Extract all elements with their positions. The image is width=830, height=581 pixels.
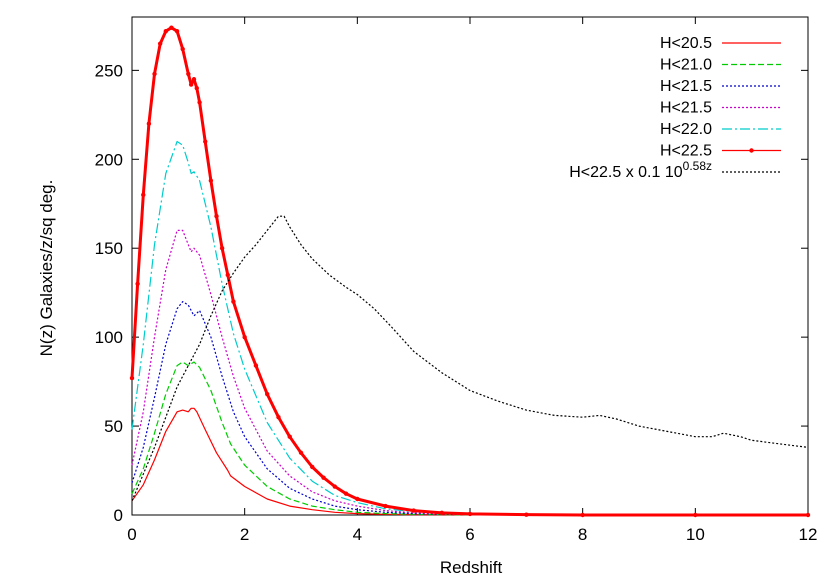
x-tick-label: 12 xyxy=(799,525,818,544)
series-line-2-h-21-0 xyxy=(131,361,808,516)
series-point xyxy=(332,484,337,489)
y-tick-label: 0 xyxy=(114,506,123,525)
series-point xyxy=(174,29,180,34)
legend-label-6: H<22.5 xyxy=(660,143,712,160)
y-axis-label: N(z) Galaxies/z/sq deg. xyxy=(37,180,56,357)
legend-label-1: H<20.5 xyxy=(660,35,712,52)
series-point xyxy=(242,334,247,340)
x-tick-label: 8 xyxy=(578,525,587,544)
series-point xyxy=(146,121,152,126)
series-point xyxy=(135,281,140,286)
series-point xyxy=(141,192,146,198)
series-point xyxy=(411,508,416,513)
series-point xyxy=(439,510,445,516)
series-point xyxy=(805,512,811,518)
series-point xyxy=(208,178,214,183)
series-point xyxy=(321,475,326,480)
series-point xyxy=(188,82,194,87)
legend-label-7: H<22.5 x 0.1 100.58z xyxy=(569,159,712,181)
series-point xyxy=(186,71,191,77)
x-tick-label: 2 xyxy=(240,525,249,544)
series-point xyxy=(383,503,388,509)
series-point xyxy=(194,85,199,91)
legend-label-3: H<21.5 xyxy=(660,78,712,95)
x-tick-label: 0 xyxy=(127,525,136,544)
series-point xyxy=(343,491,349,496)
series-point xyxy=(265,391,270,397)
series-point xyxy=(580,512,585,518)
series-point xyxy=(355,496,360,502)
series-point xyxy=(287,434,292,439)
x-tick-label: 4 xyxy=(353,525,362,544)
series-point xyxy=(191,77,197,82)
series-line-6-h-22-5 xyxy=(130,26,808,517)
series-point xyxy=(214,214,219,219)
series-point xyxy=(219,246,225,251)
series-line-7-h-22-5-x-0-1-10-0-58z xyxy=(131,215,809,502)
series-point xyxy=(524,512,529,517)
legend: H<20.5 H<21.0 H<21.5 H<21.5 H<22.0 H<22.5H<22… xyxy=(569,35,781,181)
series-point xyxy=(231,299,236,304)
series-point xyxy=(157,41,163,46)
x-axis-label: Redshift xyxy=(440,558,503,577)
y-tick-label: 50 xyxy=(104,417,123,436)
series-point xyxy=(169,25,174,30)
y-tick-label: 250 xyxy=(95,61,123,80)
legend-label-4: H<21.5 xyxy=(660,100,712,117)
series-point xyxy=(180,46,185,52)
series-group xyxy=(129,25,811,518)
series-point xyxy=(163,29,168,34)
series-point xyxy=(253,363,259,368)
legend-label-2: H<21.0 xyxy=(660,57,712,74)
series-point xyxy=(693,512,698,518)
legend-swatch-point xyxy=(749,148,754,153)
series-point xyxy=(203,139,208,144)
series-point xyxy=(298,450,304,455)
series-point xyxy=(310,464,315,470)
x-tick-label: 10 xyxy=(686,525,705,544)
axes: 0 2 4 6 8 10 12 0 50 100 150 200 250 xyxy=(95,16,818,544)
legend-label-5: H<22.0 xyxy=(660,121,712,138)
series-line-1-h-20-5 xyxy=(131,407,808,516)
series-point xyxy=(152,71,157,77)
x-tick-label: 6 xyxy=(465,525,474,544)
series-line-5-h-22-0 xyxy=(131,140,808,516)
y-tick-label: 200 xyxy=(95,150,123,169)
series-point xyxy=(129,375,135,381)
series-point xyxy=(225,272,230,278)
series-point xyxy=(197,100,202,105)
series-point xyxy=(276,414,281,420)
y-tick-label: 100 xyxy=(95,328,123,347)
y-tick-label: 150 xyxy=(95,239,123,258)
series-point xyxy=(467,511,473,517)
